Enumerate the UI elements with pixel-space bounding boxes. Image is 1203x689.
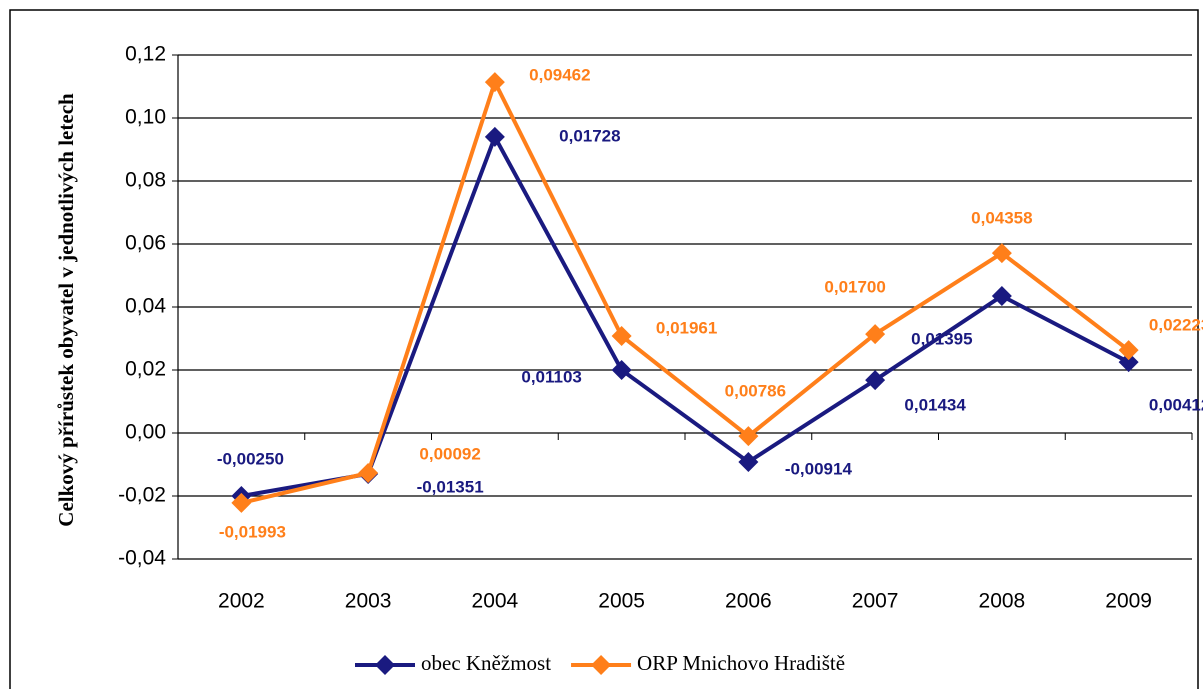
x-tick-label: 2005	[598, 590, 645, 613]
y-tick-label: 0,10	[125, 106, 166, 129]
legend-marker	[591, 655, 612, 675]
data-label: 0,09462	[529, 66, 590, 85]
x-tick-label: 2004	[472, 590, 519, 613]
data-label: -0,00914	[785, 459, 853, 478]
data-label: 0,01961	[656, 318, 717, 337]
y-tick-label: 0,06	[125, 232, 166, 255]
x-tick-label: 2006	[725, 590, 772, 613]
x-tick-label: 2007	[852, 590, 899, 613]
legend-label: ORP Mnichovo Hradiště	[637, 651, 845, 675]
chart-border	[9, 9, 1199, 689]
data-label: 0,01395	[911, 329, 972, 348]
point-marker	[484, 126, 505, 147]
y-axis-label: Celkový přírůstek obyvatel v jednotlivýc…	[54, 93, 78, 527]
y-tick-label: -0,02	[118, 484, 166, 507]
point-marker	[358, 463, 379, 484]
data-label: 0,01700	[824, 278, 885, 297]
legend-label: obec Kněžmost	[421, 651, 551, 675]
point-marker	[738, 426, 759, 447]
data-label: -0,00250	[217, 449, 284, 468]
series-line	[240, 80, 1130, 505]
point-marker	[611, 325, 632, 346]
legend-marker	[375, 655, 395, 675]
data-label: 0,01728	[559, 126, 620, 145]
data-label: 0,00786	[725, 382, 786, 401]
y-tick-label: 0,12	[125, 43, 166, 66]
x-tick-label: 2008	[979, 590, 1026, 613]
data-label: 0,01103	[521, 367, 582, 386]
point-marker	[991, 243, 1012, 264]
point-marker	[1118, 340, 1139, 361]
point-marker	[865, 324, 886, 345]
y-tick-label: 0,02	[125, 358, 166, 381]
y-tick-label: 0,00	[125, 421, 166, 444]
data-label: 0,01434	[904, 396, 966, 415]
data-label: -0,01351	[417, 477, 484, 496]
data-label: 0,04358	[971, 209, 1032, 228]
point-marker	[991, 285, 1012, 306]
legend-item: obec Kněžmost	[355, 651, 551, 675]
point-marker	[231, 492, 252, 513]
data-label: 0,00412	[1149, 396, 1203, 415]
x-tick-label: 2002	[218, 590, 265, 613]
point-marker	[865, 370, 886, 391]
x-tick-label: 2003	[345, 590, 392, 613]
y-tick-label: 0,04	[125, 295, 166, 318]
data-label: 0,00092	[419, 444, 480, 463]
y-tick-label: -0,04	[118, 547, 166, 570]
x-tick-label: 2009	[1105, 590, 1152, 613]
point-marker	[738, 451, 759, 472]
series-line	[241, 134, 1130, 498]
legend-item: ORP Mnichovo Hradiště	[571, 651, 845, 675]
point-marker	[611, 360, 632, 380]
data-label: -0,01993	[219, 522, 286, 541]
y-tick-label: 0,08	[125, 169, 166, 192]
point-marker	[1118, 352, 1139, 373]
data-label: 0,02223	[1149, 316, 1203, 335]
point-marker	[484, 72, 505, 93]
